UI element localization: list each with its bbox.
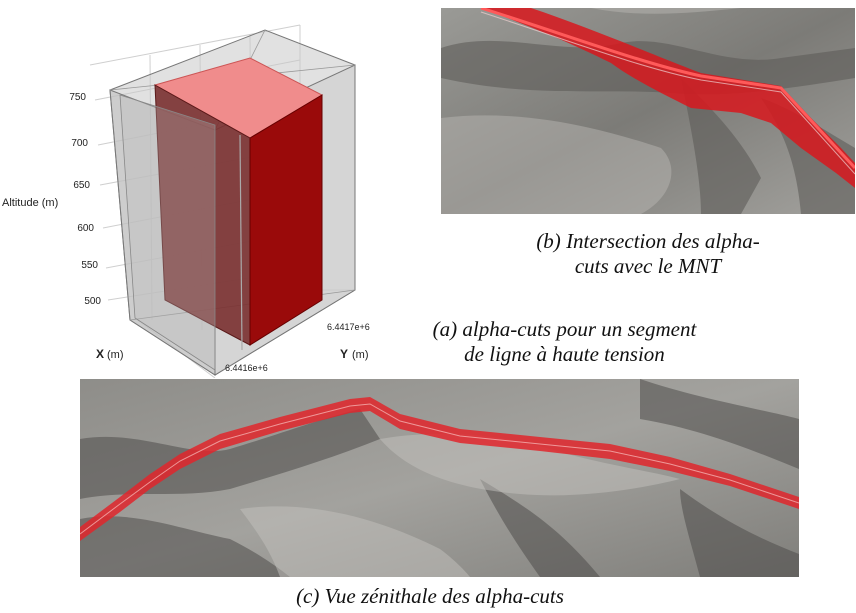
- caption-a: (a) alpha-cuts pour un segment de ligne …: [392, 317, 737, 367]
- caption-b-label: (b): [536, 229, 561, 253]
- caption-b: (b) Intersection des alpha- cuts avec le…: [470, 229, 826, 279]
- caption-c-label: (c): [296, 584, 320, 608]
- y-tick-label: 6.4416e+6: [225, 363, 268, 373]
- x-axis-label: X: [96, 347, 104, 361]
- y-axis-label: Y: [340, 347, 348, 361]
- z-tick-label: 750: [69, 92, 86, 103]
- caption-c: (c) Vue zénithale des alpha-cuts: [180, 584, 680, 609]
- z-tick-label: 500: [84, 296, 101, 307]
- caption-a-label: (a): [432, 317, 458, 341]
- z-tick-label: 700: [71, 138, 88, 149]
- x-axis-unit: (m): [107, 349, 124, 361]
- front-veil: [119, 94, 216, 371]
- zenithal-terrain-svg: [79, 379, 800, 577]
- caption-b-text1: Intersection des alpha-: [566, 229, 760, 253]
- caption-a-text2: de ligne à haute tension: [464, 342, 665, 366]
- intersection-terrain-render: [441, 6, 856, 214]
- caption-b-line1: (b) Intersection des alpha-: [470, 229, 826, 254]
- y-axis-unit: (m): [352, 349, 369, 361]
- caption-c-text1: Vue zénithale des alpha-cuts: [324, 584, 564, 608]
- caption-c-line1: (c) Vue zénithale des alpha-cuts: [180, 584, 680, 609]
- zenithal-terrain-render: [79, 379, 800, 577]
- alpha-cuts-3d-svg: 750 700 650 600 550 500 Altitude (m) X (…: [2, 24, 370, 379]
- alpha-cut-ribbon: [80, 397, 799, 541]
- alpha-cut-ribbon: [481, 8, 855, 188]
- intersection-terrain-svg: [441, 6, 856, 214]
- caption-a-line1: (a) alpha-cuts pour un segment: [392, 317, 737, 342]
- caption-b-text2: cuts avec le MNT: [574, 254, 722, 278]
- z-tick-label: 650: [73, 180, 90, 191]
- caption-a-text1: alpha-cuts pour un segment: [462, 317, 697, 341]
- z-axis-ticks: 750 700 650 600 550 500: [69, 92, 101, 307]
- inner-alpha-cut: [153, 57, 324, 346]
- y-tick-label: 6.4417e+6: [327, 322, 370, 332]
- z-tick-label: 550: [81, 260, 98, 271]
- alpha-cuts-3d-plot: 750 700 650 600 550 500 Altitude (m) X (…: [0, 0, 390, 379]
- z-axis-label: Altitude (m): [2, 197, 58, 209]
- z-tick-label: 600: [77, 223, 94, 234]
